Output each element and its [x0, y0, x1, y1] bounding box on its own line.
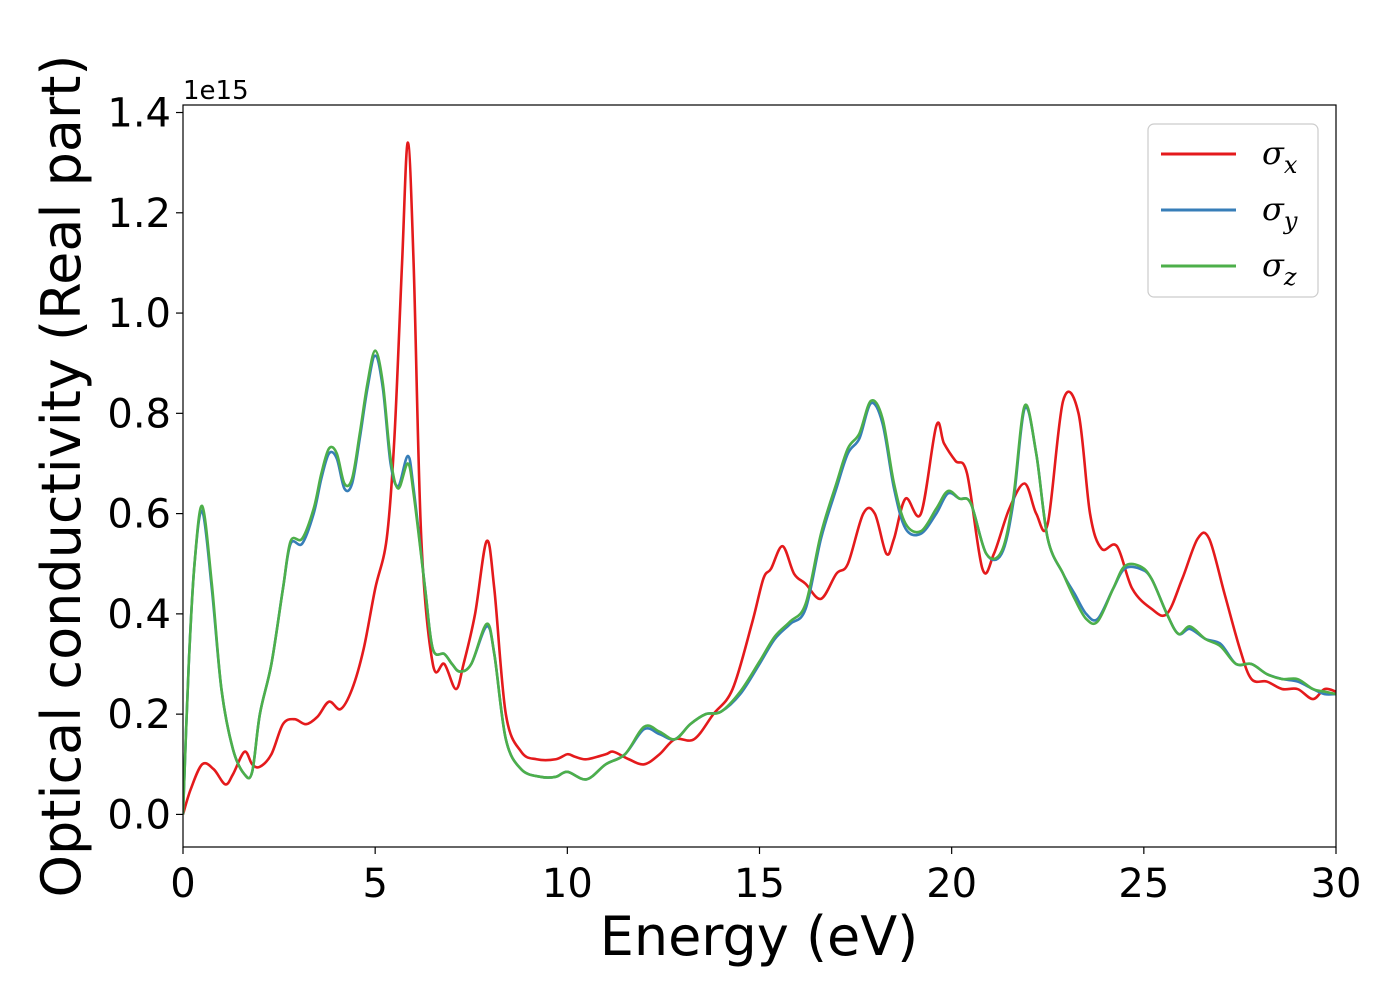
y-tick-label: 0.4	[107, 592, 171, 638]
y-tick-label: 1.2	[107, 191, 171, 237]
series-line-x	[183, 141, 1336, 815]
x-tick-label: 0	[170, 861, 195, 907]
x-tick-label: 30	[1311, 861, 1362, 907]
legend-label-subscript: x	[1284, 151, 1298, 179]
series-layer	[183, 141, 1336, 815]
legend-label-y: σy	[1262, 190, 1298, 235]
legend-label-subscript: z	[1283, 263, 1297, 291]
x-axis-label: Energy (eV)	[600, 905, 919, 968]
legend-label-base: σ	[1262, 190, 1285, 228]
y-axis: 0.0 0.2 0.4 0.6 0.8 1.0 1.2 1.4	[107, 91, 183, 838]
y-axis-label: Optical conductivity (Real part)	[30, 55, 93, 898]
y-tick-label: 0.2	[107, 692, 171, 738]
legend-label-subscript: y	[1283, 207, 1298, 235]
legend-label-z: σz	[1262, 246, 1297, 291]
x-tick-label: 20	[926, 861, 977, 907]
series-line-z	[183, 349, 1336, 815]
legend-label-base: σ	[1262, 134, 1285, 172]
y-tick-label: 0.6	[107, 492, 171, 538]
x-axis: 0 5 10 15 20 25 30	[170, 847, 1361, 907]
y-offset-label: 1e15	[183, 76, 249, 106]
series-line-y	[183, 354, 1336, 815]
legend-label-base: σ	[1262, 246, 1285, 284]
y-tick-label: 1.4	[107, 91, 171, 137]
legend-label-x: σx	[1262, 134, 1298, 179]
x-tick-label: 25	[1118, 861, 1169, 907]
x-tick-label: 10	[542, 861, 593, 907]
y-tick-label: 0.8	[107, 391, 171, 437]
y-tick-label: 1.0	[107, 291, 171, 337]
y-tick-label: 0.0	[107, 792, 171, 838]
x-tick-label: 5	[362, 861, 387, 907]
x-tick-label: 15	[734, 861, 785, 907]
